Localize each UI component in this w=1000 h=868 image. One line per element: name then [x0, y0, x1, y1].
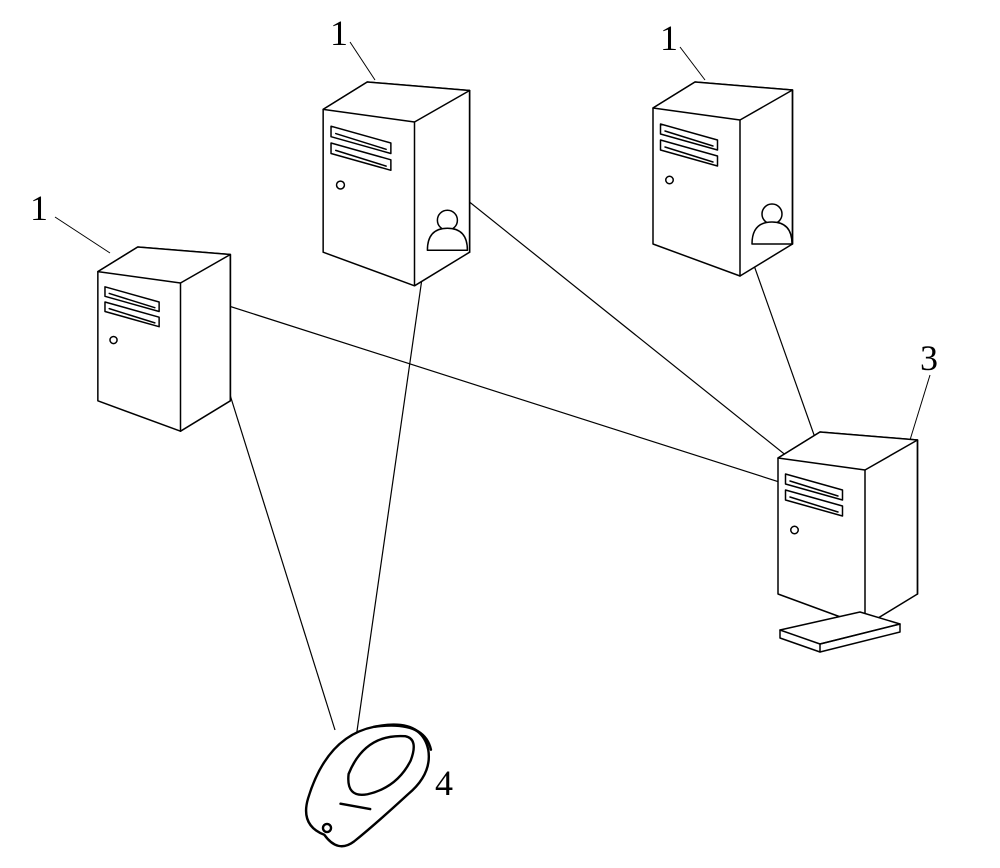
- server-main-label: 3: [920, 340, 938, 376]
- phone: [300, 720, 435, 860]
- server-top-left: [95, 245, 238, 440]
- server-svg: [650, 80, 855, 280]
- server-svg: [775, 430, 925, 670]
- phone-label: 4: [435, 765, 453, 801]
- server-svg: [320, 80, 533, 290]
- server-top-mid-leader: [350, 42, 375, 80]
- server-top-right-label: 1: [660, 20, 678, 56]
- server-top-right-leader: [680, 47, 705, 80]
- diagram-canvas: 1 1 1 3 4: [0, 0, 1000, 868]
- server-top-mid: [320, 80, 533, 295]
- server-top-left-label: 1: [30, 190, 48, 226]
- server-main: [775, 430, 925, 675]
- phone-svg: [300, 720, 435, 855]
- edge-e1: [210, 300, 820, 495]
- server-svg: [95, 245, 238, 435]
- server-top-mid-label: 1: [330, 15, 348, 51]
- server-top-right: [650, 80, 855, 285]
